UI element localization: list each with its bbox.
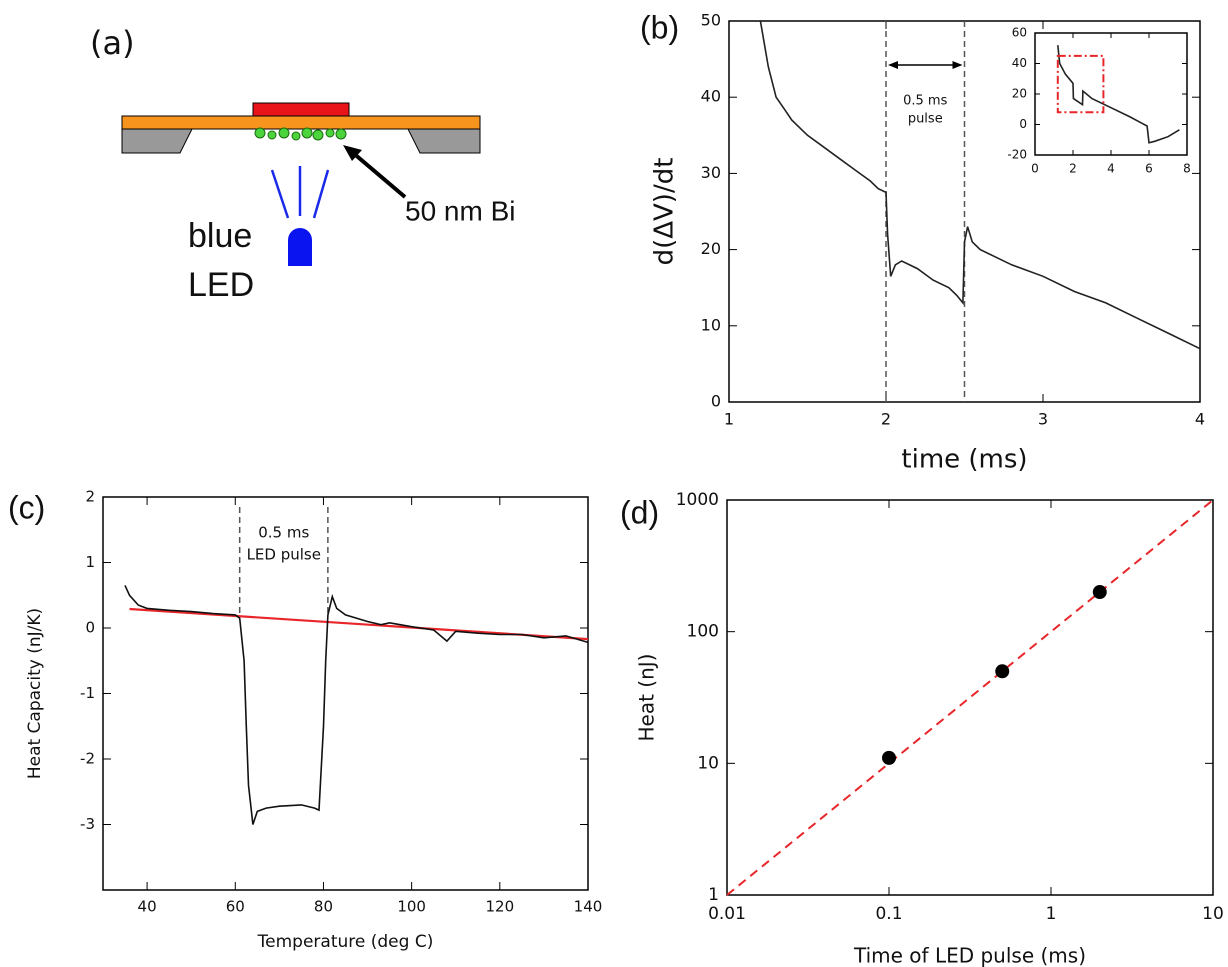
fit-line bbox=[726, 499, 1214, 896]
data-line bbox=[1057, 45, 1180, 144]
y-tick-label: 20 bbox=[1012, 87, 1027, 101]
x-tick-label: 0.1 bbox=[875, 904, 902, 924]
heater bbox=[252, 102, 350, 117]
annotation: pulse bbox=[908, 112, 943, 127]
panel-label: (a) bbox=[90, 24, 135, 62]
x-axis-label: Temperature (deg C) bbox=[257, 932, 434, 952]
plot-frame bbox=[102, 496, 589, 891]
y-tick-label: -20 bbox=[1007, 148, 1027, 162]
y-tick-label: 10 bbox=[697, 753, 719, 773]
material-label: 50 nm Bi bbox=[405, 195, 516, 226]
light-rays bbox=[270, 166, 330, 219]
data-point bbox=[995, 664, 1010, 679]
y-tick-label: -2 bbox=[80, 750, 95, 768]
x-tick-label: 3 bbox=[1038, 410, 1048, 429]
membrane bbox=[121, 115, 481, 130]
y-axis-label: Heat (nJ) bbox=[635, 654, 659, 742]
x-axis-label: time (ms) bbox=[901, 445, 1027, 475]
data-point bbox=[1092, 585, 1107, 600]
x-tick-label: 1 bbox=[1046, 904, 1057, 924]
data-point bbox=[882, 750, 896, 765]
y-tick-label: 10 bbox=[701, 315, 721, 334]
panel-label: (d) bbox=[620, 494, 659, 530]
x-tick-label: 120 bbox=[485, 898, 514, 916]
support bbox=[407, 128, 481, 154]
y-tick-label: -3 bbox=[80, 815, 95, 833]
x-tick-label: 1 bbox=[724, 410, 734, 429]
arrow-head bbox=[952, 61, 963, 69]
source-label: LED bbox=[188, 266, 254, 304]
y-tick-label: 0 bbox=[1019, 117, 1027, 131]
y-tick-label: 0 bbox=[711, 392, 721, 411]
x-tick-label: 0.01 bbox=[708, 904, 746, 924]
y-tick-label: 100 bbox=[687, 622, 719, 642]
arrow-head bbox=[343, 145, 362, 161]
plot-frame bbox=[726, 499, 1214, 896]
panel-label: (c) bbox=[8, 489, 45, 525]
annotation: LED pulse bbox=[247, 546, 321, 564]
x-tick-label: 10 bbox=[1202, 904, 1224, 924]
y-tick-label: 40 bbox=[701, 87, 721, 106]
x-tick-label: 0 bbox=[1031, 162, 1039, 176]
x-tick-label: 8 bbox=[1183, 162, 1191, 176]
x-tick-label: 6 bbox=[1145, 162, 1153, 176]
x-axis-label: Time of LED pulse (ms) bbox=[853, 944, 1086, 967]
x-tick-label: 80 bbox=[314, 898, 333, 916]
data-line bbox=[759, 20, 1201, 350]
support bbox=[121, 128, 193, 154]
panel-label: (b) bbox=[640, 9, 679, 45]
x-tick-label: 4 bbox=[1195, 410, 1205, 429]
annotation: 0.5 ms bbox=[258, 524, 309, 542]
x-tick-label: 140 bbox=[574, 898, 603, 916]
y-tick-label: 1 bbox=[708, 885, 719, 905]
arrow bbox=[350, 150, 407, 199]
y-tick-label: 60 bbox=[1012, 26, 1027, 40]
source-label: blue bbox=[188, 217, 252, 255]
arrow-head bbox=[888, 61, 898, 69]
y-tick-label: 1 bbox=[85, 553, 95, 571]
x-tick-label: 2 bbox=[1069, 162, 1077, 176]
x-tick-label: 4 bbox=[1107, 162, 1115, 176]
data-line bbox=[124, 585, 589, 825]
y-axis-label: d(ΔV)/dt bbox=[650, 158, 680, 266]
x-tick-label: 2 bbox=[881, 410, 891, 429]
y-tick-label: 2 bbox=[85, 488, 95, 506]
x-tick-label: 60 bbox=[226, 898, 245, 916]
y-axis-label: Heat Capacity (nJ/K) bbox=[25, 608, 45, 779]
x-tick-label: 100 bbox=[397, 898, 426, 916]
y-tick-label: 50 bbox=[701, 11, 721, 30]
y-tick-label: 30 bbox=[701, 163, 721, 182]
bi-particles bbox=[254, 127, 347, 141]
y-tick-label: 1000 bbox=[676, 490, 719, 510]
led bbox=[288, 228, 312, 266]
y-tick-label: 0 bbox=[85, 619, 95, 637]
highlight-box bbox=[1056, 54, 1105, 114]
y-tick-label: -1 bbox=[80, 684, 95, 702]
x-tick-label: 40 bbox=[138, 898, 157, 916]
y-tick-label: 20 bbox=[701, 239, 721, 258]
y-tick-label: 40 bbox=[1012, 56, 1027, 70]
diagram: (a) 50 nm Bi blue LED bbox=[90, 24, 516, 304]
annotation: 0.5 ms bbox=[903, 94, 947, 109]
